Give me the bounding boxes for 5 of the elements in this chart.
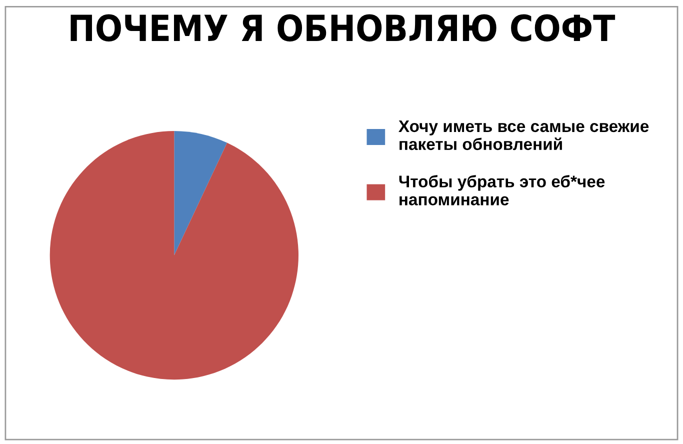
legend-label: Хочу иметь все самые свежие пакеты обновлений [398, 120, 649, 150]
pie-slice [50, 130, 298, 380]
chart-title: ПОЧЕМУ Я ОБНОВЛЯЮ СОФТ [70, 14, 616, 42]
legend-label: Чтобы убрать это еб*чее напоминание [399, 175, 605, 206]
pie-slice [174, 130, 228, 256]
